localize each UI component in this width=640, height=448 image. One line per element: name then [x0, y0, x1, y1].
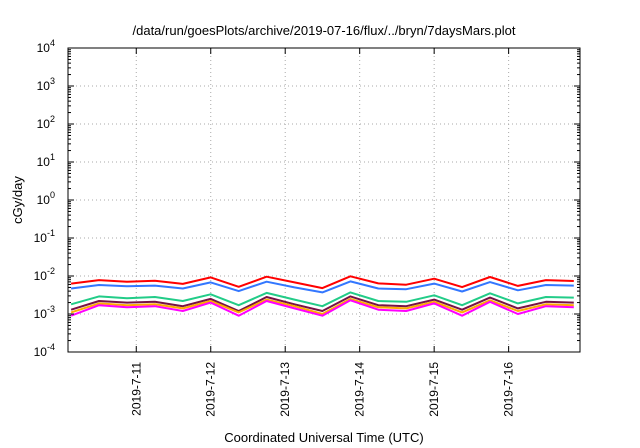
y-tick-label: 103 — [37, 76, 55, 93]
series-line-2 — [70, 280, 574, 294]
x-tick-label: 2019-7-16 — [502, 362, 516, 417]
y-tick-label: 101 — [37, 152, 55, 169]
x-tick-label: 2019-7-11 — [129, 362, 143, 416]
series-line-6 — [70, 299, 574, 317]
y-tick-label: 10-2 — [34, 266, 55, 283]
x-tick-label: 2019-7-14 — [353, 362, 367, 417]
x-tick-label: 2019-7-13 — [278, 362, 292, 417]
series-line-5 — [70, 297, 574, 315]
y-tick-label: 10-4 — [34, 342, 55, 359]
x-tick-label: 2019-7-15 — [427, 362, 441, 417]
chart-title: /data/run/goesPlots/archive/2019-07-16/f… — [133, 23, 516, 38]
y-tick-label: 10-1 — [34, 228, 55, 245]
y-tick-label: 100 — [37, 190, 55, 207]
series-line-1 — [70, 275, 574, 290]
y-axis-label: cGy/day — [10, 176, 25, 224]
x-axis: 2019-7-11 2019-7-12 2019-7-13 2019-7-14 2019… — [129, 48, 516, 417]
x-axis-label: Coordinated Universal Time (UTC) — [224, 430, 423, 445]
x-tick-label: 2019-7-12 — [204, 362, 218, 417]
series-group — [70, 275, 574, 317]
series-line-4 — [70, 295, 574, 312]
y-tick-label: 104 — [37, 38, 55, 55]
series-line-3 — [70, 291, 574, 308]
y-tick-label: 10-3 — [34, 304, 55, 321]
y-tick-label: 102 — [37, 114, 55, 131]
